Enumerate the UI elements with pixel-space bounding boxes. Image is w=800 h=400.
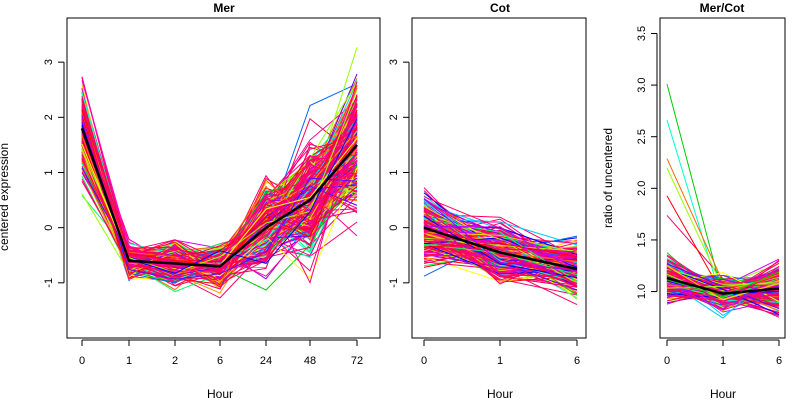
profile-line — [666, 268, 780, 315]
panel-mer: Mer 0 1 2 6 24 48 72 -1 0 1 2 3 Hour centered expr… — [0, 1, 381, 400]
expression-lines — [423, 187, 578, 306]
mean-line — [666, 276, 780, 295]
mean-line — [80, 127, 358, 268]
x-tick-label: 72 — [351, 355, 363, 367]
y-tick-label: -1 — [43, 278, 55, 288]
profile-line — [666, 287, 780, 302]
y-tick-label: 2.0 — [636, 181, 648, 196]
plot-frame — [659, 17, 786, 339]
x-tick-label: 0 — [79, 355, 85, 367]
y-tick-label: 3 — [43, 59, 55, 65]
plot-frame — [411, 17, 587, 339]
y-tick-label: 2.5 — [636, 129, 648, 144]
x-axis-label: Hour — [487, 387, 513, 400]
x-axis-label: Hour — [207, 387, 233, 400]
profile-line — [423, 218, 578, 282]
profile-line — [666, 285, 780, 311]
profile-line — [423, 251, 578, 257]
x-tick-label: 1 — [720, 355, 726, 367]
x-tick-label: 6 — [574, 355, 580, 367]
y-tick-label: 0 — [388, 225, 400, 231]
y-tick-label: 0 — [43, 225, 55, 231]
y-axis: -1 0 1 2 3 — [388, 59, 410, 288]
profile-line — [423, 225, 578, 271]
y-tick-label: 2 — [388, 114, 400, 120]
x-tick-label: 2 — [172, 355, 178, 367]
plot-frame — [66, 17, 381, 339]
profile-line — [666, 265, 780, 301]
panel-cot: Cot 0 1 6 -1 0 1 2 3 Hour — [388, 1, 587, 400]
profile-line — [666, 259, 780, 289]
panel-ratio: Mer/Cot 0 1 6 1.0 1.5 2.0 2.5 3.0 3.5 Hour rati… — [601, 1, 786, 400]
profile-line — [423, 232, 578, 253]
profile-line — [666, 268, 780, 285]
y-tick-label: 1.5 — [636, 232, 648, 247]
profile-line — [81, 171, 358, 268]
profile-line — [666, 271, 780, 298]
y-axis-label: ratio of uncentered — [601, 128, 615, 228]
profile-line — [423, 212, 578, 284]
y-axis: -1 0 1 2 3 — [43, 59, 65, 288]
ratio-lines — [666, 83, 780, 319]
x-tick-label: 1 — [126, 355, 132, 367]
y-tick-label: 1.0 — [636, 284, 648, 299]
x-tick-label: 1 — [497, 355, 503, 367]
profile-line — [81, 117, 358, 284]
y-tick-label: -1 — [388, 278, 400, 288]
profile-line — [666, 83, 780, 298]
x-axis-label: Hour — [710, 387, 736, 400]
x-tick-label: 0 — [664, 355, 670, 367]
profile-line — [423, 198, 578, 271]
y-tick-label: 1 — [388, 169, 400, 175]
expression-lines — [80, 47, 358, 299]
x-tick-label: 6 — [217, 355, 223, 367]
profile-line — [81, 99, 358, 272]
x-tick-label: 24 — [260, 355, 272, 367]
y-axis: 1.0 1.5 2.0 2.5 3.0 3.5 — [636, 26, 658, 299]
x-tick-label: 0 — [421, 355, 427, 367]
profile-line — [423, 237, 578, 252]
x-axis: 0 1 6 — [421, 339, 580, 367]
profile-line — [81, 137, 358, 274]
y-axis-label: centered expression — [0, 143, 11, 251]
profile-line — [666, 283, 780, 305]
y-tick-label: 2 — [43, 114, 55, 120]
x-tick-label: 48 — [304, 355, 316, 367]
profile-line — [423, 233, 578, 276]
panel-title: Cot — [490, 1, 510, 15]
panel-title: Mer — [213, 1, 235, 15]
profile-line — [81, 122, 358, 280]
profile-line — [423, 242, 578, 257]
x-axis: 0 1 6 — [664, 339, 782, 367]
profile-line — [423, 239, 578, 266]
panel-title: Mer/Cot — [700, 1, 745, 15]
profile-line — [666, 270, 780, 297]
y-tick-label: 1 — [43, 169, 55, 175]
y-tick-label: 3 — [388, 59, 400, 65]
profile-line — [81, 136, 358, 282]
x-axis: 0 1 2 6 24 48 72 — [79, 339, 363, 367]
profile-line — [423, 223, 578, 288]
profile-line — [423, 231, 578, 253]
y-tick-label: 3.0 — [636, 77, 648, 92]
y-tick-label: 3.5 — [636, 26, 648, 41]
profile-line — [423, 261, 578, 270]
mean-line — [423, 226, 578, 271]
x-tick-label: 6 — [776, 355, 782, 367]
